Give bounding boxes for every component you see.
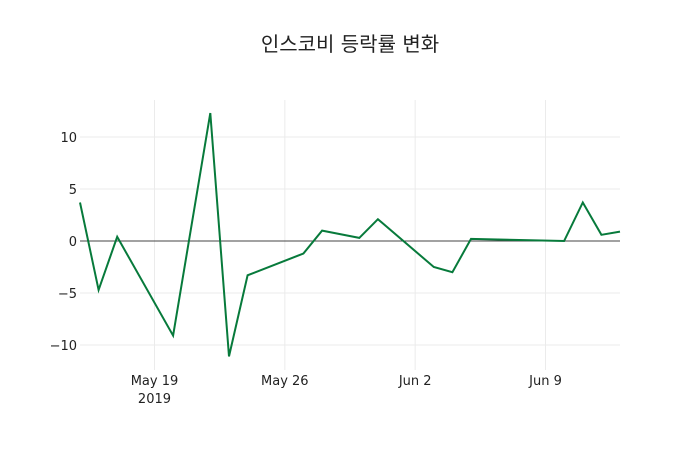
series-line — [79, 112, 621, 357]
y-axis-ticks: 10 5 0 −5 −10 — [50, 131, 77, 354]
x-tick-label: May 26 — [261, 374, 309, 389]
x-tick-label: Jun 2 — [398, 374, 432, 389]
y-tick-label: 0 — [69, 235, 77, 250]
x-tick-label: May 19 — [131, 374, 179, 389]
x-tick-year: 2019 — [138, 392, 171, 407]
chart-title: 인스코비 등락률 변화 — [260, 32, 440, 56]
y-tick-label: 10 — [60, 131, 77, 146]
y-tick-label: −10 — [50, 339, 77, 354]
y-tick-label: −5 — [58, 287, 77, 302]
x-tick-label: Jun 9 — [528, 374, 562, 389]
x-axis-ticks: May 19 2019 May 26 Jun 2 Jun 9 — [131, 374, 562, 407]
gridlines — [80, 100, 620, 370]
y-tick-label: 5 — [69, 183, 77, 198]
